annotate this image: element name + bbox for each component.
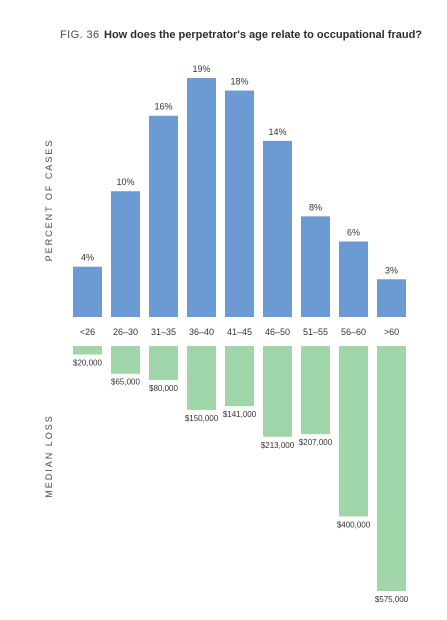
loss-label: $400,000 — [337, 520, 371, 529]
loss-bars: $20,000 $65,000 $80,000 $150,000 $141,000 $21… — [73, 346, 409, 604]
percent-label: 19% — [192, 64, 210, 74]
category-labels: <26 26–30 31–35 36–40 41–45 46–50 51–55 56–60 >6… — [80, 327, 399, 337]
loss-label: $65,000 — [111, 378, 140, 387]
percent-bar — [377, 279, 406, 317]
loss-label: $20,000 — [73, 359, 102, 368]
loss-bar — [111, 346, 140, 374]
loss-bar — [301, 346, 330, 435]
loss-label: $80,000 — [149, 384, 178, 393]
loss-axis-title: MEDIAN LOSS — [44, 414, 54, 498]
loss-bar — [339, 346, 368, 517]
percent-label: 3% — [385, 265, 398, 275]
category-label: 56–60 — [341, 327, 366, 337]
percent-bar — [187, 78, 216, 317]
percent-bar — [263, 140, 292, 317]
category-label: 51–55 — [303, 327, 328, 337]
percent-bar — [301, 216, 330, 317]
category-label: <26 — [80, 327, 95, 337]
percent-label: 14% — [268, 127, 286, 137]
percent-bar — [339, 241, 368, 317]
category-label: 31–35 — [151, 327, 176, 337]
loss-label: $150,000 — [185, 414, 219, 423]
loss-bar — [187, 346, 216, 410]
category-label: 26–30 — [113, 327, 138, 337]
loss-label: $141,000 — [223, 410, 257, 419]
percent-bar — [111, 191, 140, 317]
percent-label: 16% — [154, 102, 172, 112]
loss-bar — [225, 346, 254, 407]
category-label: >60 — [384, 327, 399, 337]
percent-axis-title: PERCENT OF CASES — [44, 139, 54, 262]
figure-title: How does the perpetrator's age relate to… — [104, 29, 422, 41]
loss-bar — [73, 346, 102, 355]
figure-label: FIG. 36 — [60, 29, 99, 41]
percent-label: 8% — [309, 202, 322, 212]
category-label: 46–50 — [265, 327, 290, 337]
percent-bar — [73, 266, 102, 317]
percent-label: 18% — [230, 77, 248, 87]
category-label: 36–40 — [189, 327, 214, 337]
loss-label: $575,000 — [375, 595, 409, 604]
loss-bar — [263, 346, 292, 437]
percent-label: 6% — [347, 228, 360, 238]
percent-label: 10% — [116, 177, 134, 187]
percent-bar — [225, 90, 254, 317]
loss-label: $207,000 — [299, 438, 333, 447]
loss-label: $213,000 — [261, 441, 295, 450]
percent-label: 4% — [81, 253, 94, 263]
percent-bars: 4% 10% 16% 19% 18% 14% 8% 6% 3% — [73, 64, 406, 317]
loss-bar — [149, 346, 178, 381]
loss-bar — [377, 346, 406, 591]
percent-bar — [149, 115, 178, 317]
category-label: 41–45 — [227, 327, 252, 337]
